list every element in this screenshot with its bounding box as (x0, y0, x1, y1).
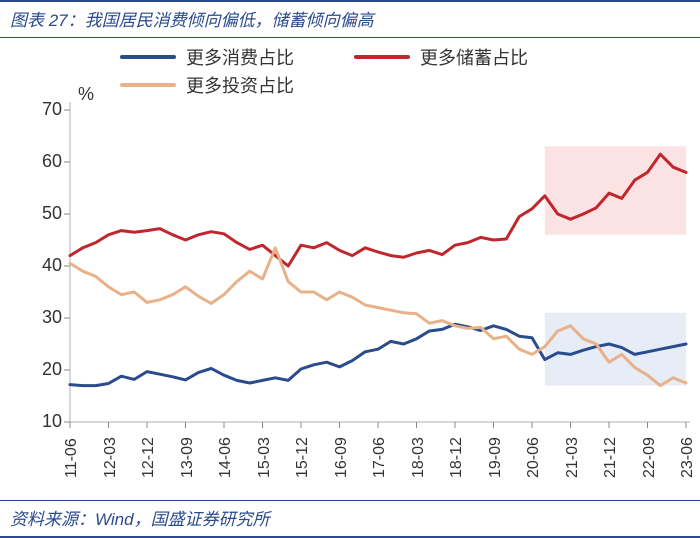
chart-svg (0, 38, 700, 500)
x-tick-label: 14-06 (217, 437, 235, 478)
x-tick-label: 12-03 (102, 437, 120, 478)
x-tick-label: 15-12 (294, 437, 312, 478)
x-tick-label: 21-03 (564, 437, 582, 478)
x-tick-label: 22-09 (641, 437, 659, 478)
x-tick-label: 15-03 (256, 437, 274, 478)
x-tick-label: 12-12 (140, 437, 158, 478)
x-tick-label: 20-06 (525, 437, 543, 478)
y-tick-label: 60 (22, 151, 62, 172)
x-tick-label: 21-12 (602, 437, 620, 478)
x-tick-label: 17-06 (371, 437, 389, 478)
chart-area: 更多消费占比 更多储蓄占比 更多投资占比 % 10203040506070 11… (0, 38, 700, 500)
figure-container: 图表 27：我国居民消费倾向偏低，储蓄倾向偏高 更多消费占比 更多储蓄占比 更多… (0, 0, 700, 538)
x-tick-label: 11-06 (63, 438, 81, 478)
x-tick-label: 19-09 (487, 437, 505, 478)
y-tick-label: 50 (22, 203, 62, 224)
chart-title: 图表 27：我国居民消费倾向偏低，储蓄倾向偏高 (0, 0, 700, 38)
y-tick-label: 10 (22, 411, 62, 432)
y-tick-label: 70 (22, 99, 62, 120)
x-tick-label: 13-09 (179, 437, 197, 478)
x-tick-label: 18-03 (410, 437, 428, 478)
x-tick-label: 16-09 (333, 437, 351, 478)
y-tick-label: 20 (22, 359, 62, 380)
x-tick-label: 18-12 (448, 437, 466, 478)
x-tick-label: 23-06 (679, 437, 697, 478)
chart-source: 资料来源：Wind，国盛证券研究所 (0, 500, 700, 538)
y-tick-label: 30 (22, 307, 62, 328)
y-tick-label: 40 (22, 255, 62, 276)
